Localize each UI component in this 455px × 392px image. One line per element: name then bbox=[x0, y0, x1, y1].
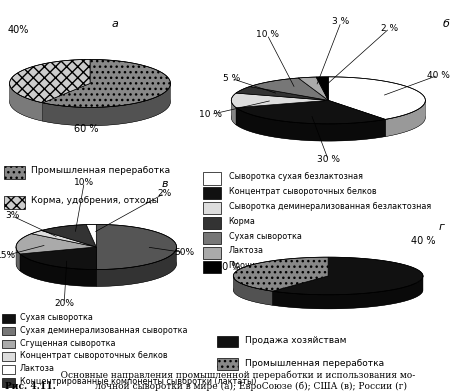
Polygon shape bbox=[43, 60, 170, 107]
Text: Промышленная переработка: Промышленная переработка bbox=[30, 166, 169, 175]
Polygon shape bbox=[10, 78, 170, 126]
Polygon shape bbox=[10, 83, 43, 121]
Text: Концентрат сывороточных белков: Концентрат сывороточных белков bbox=[20, 351, 167, 360]
Polygon shape bbox=[236, 108, 384, 141]
Bar bbox=[2, 352, 15, 361]
Text: 50%: 50% bbox=[174, 248, 194, 257]
Text: Корма: Корма bbox=[228, 217, 255, 226]
Text: 10 %: 10 % bbox=[255, 30, 278, 39]
Polygon shape bbox=[43, 83, 170, 126]
Polygon shape bbox=[236, 100, 384, 124]
Text: 3%: 3% bbox=[5, 211, 19, 220]
Polygon shape bbox=[16, 234, 96, 254]
Text: 30 %: 30 % bbox=[316, 156, 339, 164]
Polygon shape bbox=[31, 230, 96, 247]
Text: Сгущенная сыворотка: Сгущенная сыворотка bbox=[20, 339, 115, 348]
Polygon shape bbox=[236, 87, 328, 100]
Polygon shape bbox=[233, 276, 272, 305]
Bar bbox=[203, 217, 221, 229]
Polygon shape bbox=[16, 241, 176, 287]
Text: 40 %: 40 % bbox=[410, 236, 434, 246]
Polygon shape bbox=[20, 247, 96, 270]
Bar bbox=[203, 232, 221, 244]
Text: 3 %: 3 % bbox=[332, 18, 349, 26]
Text: Сухая сыворотка: Сухая сыворотка bbox=[20, 313, 93, 322]
Text: Сухая деминерализованная сыворотка: Сухая деминерализованная сыворотка bbox=[20, 326, 187, 335]
Bar bbox=[2, 339, 15, 348]
Bar bbox=[2, 378, 15, 387]
Text: Основные направления промышленной переработки и использования мо-
              : Основные направления промышленной перера… bbox=[52, 371, 415, 391]
Bar bbox=[4, 165, 25, 180]
Polygon shape bbox=[298, 77, 328, 100]
Polygon shape bbox=[96, 247, 176, 287]
Bar bbox=[216, 336, 238, 347]
Polygon shape bbox=[384, 100, 425, 137]
Bar bbox=[2, 327, 15, 336]
Text: 2%: 2% bbox=[157, 189, 171, 198]
Text: г: г bbox=[438, 222, 444, 232]
Text: Сыворотка деминерализованная безлактозная: Сыворотка деминерализованная безлактозна… bbox=[228, 202, 430, 211]
Text: 5 %: 5 % bbox=[222, 74, 239, 83]
Polygon shape bbox=[249, 78, 328, 100]
Text: 60 %: 60 % bbox=[74, 123, 98, 134]
Polygon shape bbox=[233, 257, 328, 291]
Text: 2 %: 2 % bbox=[380, 24, 397, 33]
Text: Промышленная переработка: Промышленная переработка bbox=[245, 359, 384, 368]
Text: Концентрированные компоненты сыворотки (лактаты): Концентрированные компоненты сыворотки (… bbox=[20, 377, 256, 386]
Text: 15%: 15% bbox=[0, 251, 16, 260]
Text: 40 %: 40 % bbox=[426, 71, 449, 80]
Text: б: б bbox=[441, 19, 448, 29]
Bar bbox=[203, 187, 221, 200]
Text: Сухая сыворотка: Сухая сыворотка bbox=[228, 232, 301, 241]
Text: 10 %: 10 % bbox=[199, 110, 222, 119]
Polygon shape bbox=[231, 100, 236, 125]
Polygon shape bbox=[231, 93, 328, 108]
Polygon shape bbox=[16, 247, 20, 271]
Text: Рис. 4.11.: Рис. 4.11. bbox=[5, 382, 56, 391]
Bar bbox=[2, 314, 15, 323]
Text: 40%: 40% bbox=[8, 25, 29, 35]
Polygon shape bbox=[41, 225, 96, 247]
Polygon shape bbox=[233, 271, 422, 309]
Bar bbox=[203, 247, 221, 259]
Polygon shape bbox=[20, 254, 96, 287]
Text: в: в bbox=[161, 179, 167, 189]
Polygon shape bbox=[328, 77, 425, 120]
Text: Корма, удобрения, отходы: Корма, удобрения, отходы bbox=[30, 196, 158, 205]
Bar bbox=[203, 172, 221, 185]
Polygon shape bbox=[231, 94, 425, 141]
Polygon shape bbox=[272, 257, 422, 295]
Text: Концентрат сывороточных белков: Концентрат сывороточных белков bbox=[228, 187, 375, 196]
Bar bbox=[203, 261, 221, 274]
Text: 60 %: 60 % bbox=[216, 261, 240, 272]
Polygon shape bbox=[272, 276, 422, 309]
Text: Сыворотка сухая безлактозная: Сыворотка сухая безлактозная bbox=[228, 172, 362, 181]
Text: Продажа хозяйствам: Продажа хозяйствам bbox=[245, 336, 346, 345]
Bar bbox=[2, 365, 15, 374]
Bar bbox=[203, 202, 221, 214]
Polygon shape bbox=[315, 77, 328, 100]
Bar bbox=[216, 358, 238, 370]
Text: 10%: 10% bbox=[74, 178, 94, 187]
Polygon shape bbox=[10, 60, 90, 103]
Text: Лактоза: Лактоза bbox=[228, 247, 263, 256]
Polygon shape bbox=[96, 224, 176, 270]
Text: Лактоза: Лактоза bbox=[20, 364, 55, 373]
Text: а: а bbox=[111, 18, 118, 29]
Text: Прочие продукты: Прочие продукты bbox=[228, 261, 303, 270]
Polygon shape bbox=[86, 224, 96, 247]
Bar bbox=[4, 196, 25, 209]
Text: 20%: 20% bbox=[54, 299, 74, 308]
